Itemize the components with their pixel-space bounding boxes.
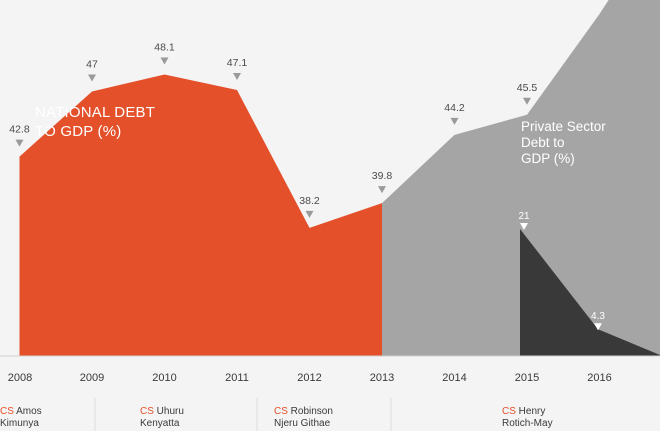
national-debt-title-line: NATIONAL DEBT [35, 104, 155, 121]
private-value-marker-2015 [520, 223, 528, 230]
minister-name-line: Henry [519, 406, 546, 417]
year-label-2012: 2012 [297, 372, 321, 384]
private-value-label-2015: 21 [518, 211, 530, 222]
year-label-2008: 2008 [8, 372, 32, 384]
national-debt-area-grey [382, 0, 660, 356]
value-marker-2010 [160, 57, 169, 65]
minister-name-line: Robinson [291, 406, 333, 417]
minister-entry: CS Uhuru [140, 406, 184, 417]
minister-name-line: Amos [16, 406, 42, 417]
value-label-2012: 38.2 [299, 195, 320, 207]
value-label-2009: 47 [86, 59, 98, 71]
value-marker-2015 [523, 97, 531, 105]
year-label-2013: 2013 [370, 372, 394, 384]
year-label-2010: 2010 [152, 372, 176, 384]
year-label-2016: 2016 [587, 372, 611, 384]
minister-entry: CS Robinson [274, 406, 333, 417]
value-label-2010: 48.1 [154, 41, 175, 53]
minister-prefix: CS [0, 406, 16, 417]
area-layer [19, 0, 660, 356]
minister-prefix: CS [274, 406, 291, 417]
value-marker-2011 [233, 72, 241, 80]
private-sector-area [520, 229, 660, 356]
national-debt-title-line: TO GDP (%) [35, 123, 121, 140]
private-sector-title-line: GDP (%) [521, 151, 575, 166]
minister-prefix: CS [502, 406, 519, 417]
minister-prefix: CS [140, 406, 157, 417]
value-marker-2013 [378, 186, 386, 194]
value-label-2015: 45.5 [517, 82, 538, 94]
minister-entry: CS Amos [0, 406, 42, 417]
year-axis: 2008200920102011201220132014201520162 [8, 372, 612, 384]
minister-name-line: Uhuru [157, 406, 184, 417]
marker-layer: 42.8 47 48.1 47.1 38.2 39.8 44.2 45.5 21 4.3 [9, 41, 605, 331]
value-label-2008: 42.8 [9, 124, 30, 136]
national-debt-area-red [19, 74, 382, 356]
minister-entry: CS Henry [502, 406, 545, 417]
value-marker-2009 [88, 74, 96, 82]
year-label-2015: 2015 [515, 372, 539, 384]
value-marker-2014 [450, 117, 459, 125]
value-marker-2008 [15, 139, 24, 147]
value-marker-2012 [305, 210, 314, 218]
minister-name-line: Kenyatta [140, 418, 180, 429]
private-value-label-2016: 4.3 [591, 311, 605, 322]
minister-name-line: Rotich-May [502, 418, 553, 429]
year-label-2009: 2009 [80, 372, 104, 384]
private-sector-title-line: Debt to [521, 135, 565, 150]
minister-name-line: Njeru Githae [274, 418, 331, 429]
minister-name-line: Kimunya [0, 418, 39, 429]
value-label-2011: 47.1 [227, 57, 248, 69]
title-layer: NATIONAL DEBT TO GDP (%) Private SectorDeb… [35, 104, 606, 166]
private-value-marker-2016 [594, 323, 602, 331]
private-sector-title-line: Private Sector [521, 119, 606, 134]
value-label-2014: 44.2 [444, 102, 465, 114]
year-label-2014: 2014 [442, 372, 466, 384]
year-label-2011: 2011 [225, 372, 249, 384]
value-label-2013: 39.8 [372, 170, 393, 182]
